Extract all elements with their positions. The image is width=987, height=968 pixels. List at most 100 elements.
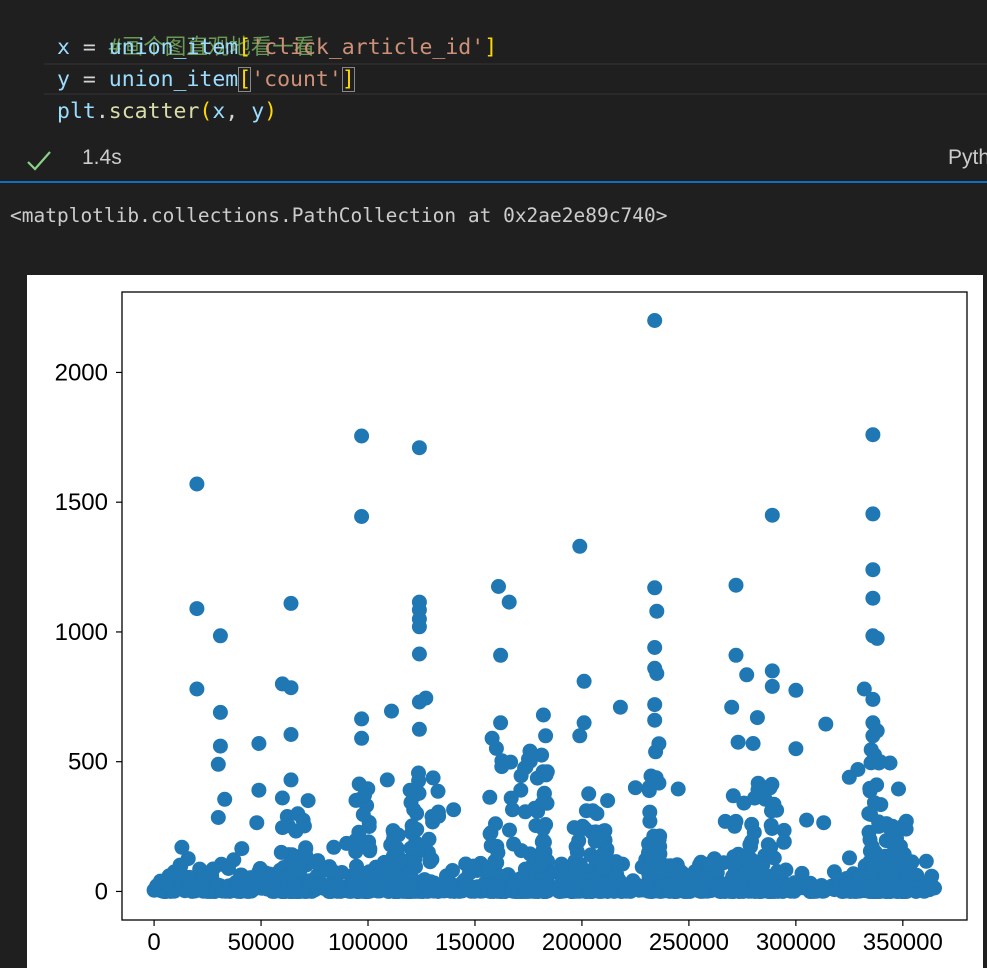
scatter-point [513, 768, 529, 784]
scatter-point [576, 673, 592, 689]
cell-output-divider [0, 181, 987, 183]
scatter-point [251, 736, 267, 751]
scatter-point [764, 507, 780, 523]
scatter-point [717, 813, 733, 829]
scatter-point [283, 680, 299, 696]
scatter-point [647, 640, 663, 655]
scatter-point [755, 857, 771, 873]
scatter-point [431, 808, 447, 824]
scatter-point [274, 790, 290, 806]
scatter-point [651, 864, 667, 880]
plot-output: 0 50000 100000 150000 200000 250000 300000 3500… [27, 275, 983, 968]
scatter-point [701, 856, 717, 872]
scatter-point [918, 853, 934, 869]
scatter-point [744, 816, 760, 832]
token-string: 'click_article_id' [251, 35, 485, 60]
execution-time: 1.4s [82, 146, 122, 169]
scatter-point [776, 822, 792, 838]
scatter-point [646, 833, 662, 849]
code-line-y[interactable]: y = union_item['count'] [57, 64, 355, 96]
x-tick-label: 300000 [756, 929, 836, 956]
scatter-point [865, 590, 881, 606]
scatter-point [612, 699, 628, 715]
scatter-point [762, 780, 778, 796]
token-string: 'count' [251, 67, 342, 92]
scatter-point [764, 678, 780, 694]
token-bracket: ] [341, 67, 355, 92]
scatter-point [251, 782, 267, 798]
scatter-point [517, 804, 533, 820]
token-bracket: [ [238, 35, 252, 60]
scatter-point [425, 770, 441, 786]
scatter-point [361, 819, 377, 834]
scatter-point [788, 741, 804, 757]
scatter-point [217, 791, 233, 807]
scatter-point [409, 821, 425, 837]
token-sep: , [225, 99, 252, 124]
token-func: scatter [108, 99, 200, 124]
scatter-point [535, 821, 551, 837]
cell-status-bar: 1.4s Pyth [0, 142, 987, 180]
scatter-point [856, 681, 872, 697]
scatter-point [594, 847, 610, 863]
scatter-point [172, 857, 188, 873]
scatter-point [494, 759, 510, 775]
scatter-point [521, 751, 536, 767]
x-tick-label: 350000 [863, 929, 943, 956]
scatter-point [273, 844, 289, 860]
code-line-x[interactable]: x = union_item['click_article_id'] [57, 32, 497, 64]
scatter-point [769, 802, 785, 818]
scatter-point [501, 594, 517, 610]
scatter-point [896, 817, 912, 833]
scatter-point [642, 804, 658, 820]
scatter-point [189, 601, 205, 617]
scatter-point [189, 681, 205, 697]
scatter-point [892, 849, 908, 865]
scatter-point [869, 777, 885, 793]
scatter-point [411, 694, 427, 710]
scatter-point [726, 849, 742, 865]
code-comment: #画个图直观地看一看 [108, 35, 316, 60]
scatter-point [411, 440, 427, 456]
scatter-point [430, 783, 446, 799]
scatter-point [863, 755, 879, 771]
code-line-comment[interactable]: #画个图直观地看一看 [57, 0, 315, 60]
token-bracket: ] [484, 35, 498, 60]
scatter-point [725, 788, 741, 804]
scatter-point [422, 852, 438, 868]
scatter-point [788, 682, 804, 698]
scatter-point [354, 711, 370, 727]
scatter-point [362, 841, 378, 857]
scatter-point [234, 841, 250, 857]
scatter-point [647, 712, 663, 728]
kernel-language-label[interactable]: Pyth [948, 146, 987, 169]
scatter-point [865, 427, 881, 443]
scatter-point [357, 787, 372, 803]
scatter-point [513, 782, 529, 798]
scatter-point [408, 859, 423, 875]
scatter-point [189, 476, 205, 492]
code-cell[interactable]: #画个图直观地看一看 x = union_item['click_article… [0, 0, 987, 182]
scatter-point [763, 817, 779, 833]
code-line-plot[interactable]: plt.scatter(x, y) [57, 96, 277, 128]
token-op: = [69, 35, 109, 60]
scatter-point [389, 840, 405, 856]
scatter-point [411, 721, 427, 737]
scatter-point [799, 812, 815, 828]
scatter-point [538, 728, 554, 744]
scatter-point [889, 830, 904, 846]
scatter-point [402, 782, 418, 798]
scatter-point [743, 839, 758, 855]
scatter-point [739, 667, 755, 683]
scatter-point [651, 775, 667, 791]
scatter-point [881, 860, 897, 876]
scatter-chart: 0 50000 100000 150000 200000 250000 300000 3500… [55, 291, 968, 956]
scatter-point [300, 793, 316, 809]
scatter-point [649, 603, 665, 619]
token-arg: y [251, 99, 265, 124]
scatter-point [212, 704, 228, 720]
scatter-point [351, 776, 367, 792]
scatter-point [608, 854, 624, 870]
axes-frame [121, 291, 968, 921]
scatter-point [384, 703, 399, 719]
